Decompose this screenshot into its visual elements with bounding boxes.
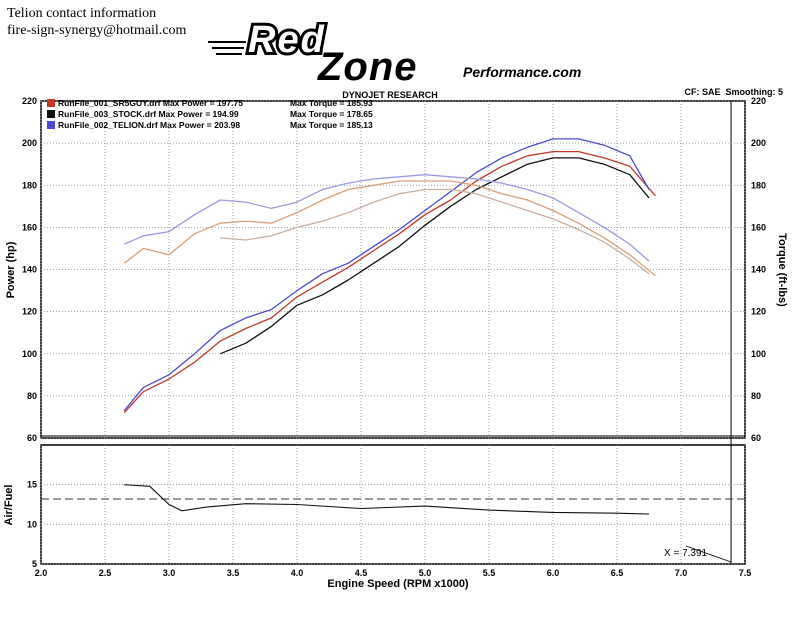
legend-torque: Max Torque = 185.13	[290, 120, 373, 130]
y-tick-label-torque: 120	[751, 307, 766, 317]
torque-curve-runfile-001-sr5guy-drf	[123, 180, 656, 277]
logo-word-zone: Zone	[317, 45, 418, 84]
y-tick-label-power: 80	[27, 391, 37, 401]
torque-curve-runfile-002-telion-drf	[123, 174, 650, 262]
contact-title: Telion contact information	[7, 6, 157, 21]
y-tick-label-power: 220	[22, 96, 37, 106]
x-tick-label: 6.0	[547, 568, 560, 578]
y-tick-label-torque: 180	[751, 180, 766, 190]
x-axis-label: Engine Speed (RPM x1000)	[327, 578, 469, 590]
legend-swatch	[47, 121, 55, 129]
y-tick-label-torque: 160	[751, 222, 766, 232]
y-axis-label-airfuel: Air/Fuel	[3, 485, 15, 526]
legend-entry: RunFile_002_TELION.drf Max Power = 203.9…	[58, 120, 240, 130]
y-tick-label-power: 100	[22, 349, 37, 359]
y-tick-label-torque: 140	[751, 265, 766, 275]
chart-series	[41, 138, 745, 515]
airfuel-curve	[124, 484, 650, 515]
logo-tagline: Performance.com	[463, 64, 581, 80]
chart-frame	[40, 100, 746, 565]
airfuel-plot-frame	[40, 444, 746, 565]
x-tick-label: 4.5	[355, 568, 368, 578]
y-tick-label-torque: 60	[751, 433, 761, 443]
legend-swatch	[47, 99, 55, 107]
cursor-readout: X = 7.391	[664, 548, 708, 559]
y-tick-label-torque: 200	[751, 138, 766, 148]
y-tick-label-airfuel: 5	[32, 559, 37, 569]
y-tick-label-torque: 220	[751, 96, 766, 106]
power-curve-runfile-001-sr5guy-drf	[123, 150, 656, 414]
chart-settings: CF: SAE Smoothing: 5	[685, 87, 784, 97]
x-tick-label: 2.5	[99, 568, 112, 578]
y-axis-label-torque: Torque (ft-lbs)	[776, 233, 788, 307]
y-tick-label-airfuel: 15	[27, 480, 37, 490]
x-tick-label: 4.0	[291, 568, 304, 578]
power-curve-runfile-003-stock-drf	[219, 157, 650, 355]
legend-torque: Max Torque = 185.93	[290, 98, 373, 108]
x-tick-label: 5.5	[483, 568, 496, 578]
y-tick-label-power: 120	[22, 307, 37, 317]
y-tick-label-power: 180	[22, 180, 37, 190]
redzone-performance-logo: Red Zone Performance.com	[208, 22, 581, 84]
contact-email: fire-sign-synergy@hotmail.com	[7, 23, 187, 38]
contact-info: Telion contact information fire-sign-syn…	[7, 5, 186, 39]
legend-entry: RunFile_003_STOCK.drf Max Power = 194.99	[58, 109, 239, 119]
y-tick-label-power: 200	[22, 138, 37, 148]
legend-torque: Max Torque = 178.65	[290, 109, 373, 119]
y-tick-label-power: 60	[27, 433, 37, 443]
chart-legend: RunFile_001_SR5GUY.drf Max Power = 197.7…	[47, 98, 373, 130]
x-tick-label: 3.5	[227, 568, 240, 578]
x-tick-label: 5.0	[419, 568, 432, 578]
x-tick-label: 2.0	[35, 568, 48, 578]
y-tick-label-airfuel: 10	[27, 519, 37, 529]
x-tick-label: 7.0	[675, 568, 688, 578]
x-tick-label: 6.5	[611, 568, 624, 578]
power-curve-runfile-002-telion-drf	[123, 138, 650, 412]
y-tick-label-torque: 80	[751, 391, 761, 401]
cursor-pointer	[685, 545, 732, 563]
legend-entry: RunFile_001_SR5GUY.drf Max Power = 197.7…	[58, 98, 243, 108]
y-axis-label-power: Power (hp)	[5, 241, 17, 298]
chart-labels: DYNOJET RESEARCH CF: SAE Smoothing: 5 Po…	[3, 87, 788, 590]
chart-grid	[40, 100, 746, 565]
logo-word-red: Red	[248, 22, 326, 61]
y-tick-label-torque: 100	[751, 349, 766, 359]
torque-curve-runfile-003-stock-drf	[220, 188, 650, 275]
y-tick-label-power: 140	[22, 265, 37, 275]
x-tick-label: 7.5	[739, 568, 752, 578]
x-tick-label: 3.0	[163, 568, 176, 578]
y-tick-label-power: 160	[22, 222, 37, 232]
chart-ticks: 2.0 2.5 3.0 3.5 4.0 4.5 5.0 5.5 6.0 6.5 7.0 7.5 60 60…	[22, 96, 766, 578]
chart-title: DYNOJET RESEARCH	[342, 90, 438, 100]
legend-swatch	[47, 110, 55, 118]
